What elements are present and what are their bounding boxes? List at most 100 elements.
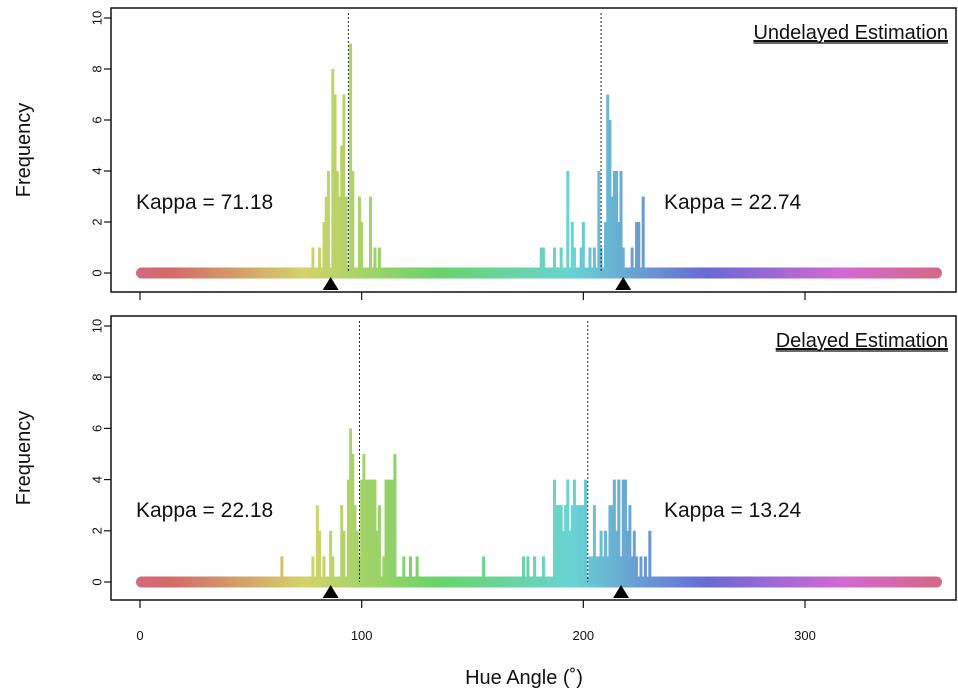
histogram-bar [377,505,381,582]
x-tick-label: 200 [572,628,594,643]
histogram-bar [391,479,395,582]
histogram-bar [635,222,639,273]
histogram-bar [588,556,592,582]
histogram-bar [581,505,585,582]
kappa-right-label: Kappa = 22.74 [664,191,802,214]
histogram-bar [375,530,379,582]
histogram-bar [351,171,355,273]
histogram-bar [579,247,583,273]
histogram-bar [628,505,632,582]
x-axis-title: Hue Angle (˚) [465,667,583,689]
histogram-bar [617,222,621,273]
y-axis-title: Frequency [13,103,35,198]
histogram-bar [559,505,563,582]
y-tick-label: 6 [90,425,105,432]
histogram-bar [561,530,565,582]
histogram-bar [588,247,592,273]
histogram-bar [553,247,557,273]
y-tick-label: 0 [90,269,105,276]
histogram-bar [597,171,601,273]
histogram-bar [557,505,561,582]
histogram-bar [579,505,583,582]
histogram-bar [541,556,545,582]
histogram-bar [559,247,563,273]
histogram-bar [570,505,574,582]
histogram-bar [575,505,579,582]
y-tick-label: 10 [90,11,105,25]
histogram-bar [577,505,581,582]
histogram-bar [592,505,596,582]
histogram-bar [608,505,612,582]
x-tick-label: 100 [351,628,373,643]
panel-title: Undelayed Estimation [753,22,948,44]
histogram-bar [351,454,355,582]
histogram-bar [632,530,636,582]
histogram-bar [592,247,596,273]
histogram-bar [621,247,625,273]
x-tick-label: 0 [136,628,143,643]
histogram-bar [340,145,344,273]
histogram-bar [637,222,641,273]
histogram-bar [357,196,361,273]
histogram-bar [635,556,639,582]
histogram-bar [539,247,543,273]
histogram-bar [333,94,337,273]
histogram-bar [621,479,625,582]
histogram-bar [597,556,601,582]
histogram-bar [610,196,614,273]
histogram-bar [612,171,616,273]
histogram-bar [572,247,576,273]
histogram-bar [533,556,537,582]
histogram-bar [360,479,364,582]
histogram-bar [311,247,315,273]
histogram-bar [572,479,576,582]
y-tick-label: 8 [90,65,105,72]
kappa-right-label: Kappa = 13.24 [664,499,802,522]
histogram-bar [362,454,366,582]
y-tick-label: 4 [90,476,105,483]
histogram-bar [315,505,319,582]
histogram-bar [393,454,397,582]
histogram-bar [384,479,388,582]
histogram-bar [482,556,486,582]
histogram-bar [566,479,570,582]
histogram-bar [615,530,619,582]
histogram-bar [601,556,605,582]
target-marker [615,277,632,290]
histogram-bar [373,479,377,582]
histogram-bar [555,505,559,582]
histogram-bar [606,556,610,582]
histogram-bar [349,43,353,273]
histogram-bar [612,479,616,582]
histogram-bar [402,556,406,582]
panel-2: 0 2 4 6 8 10 Frequency Delayed Estimation Kappa … [13,315,957,601]
histogram-bar [318,530,322,582]
y-tick-label: 6 [90,116,105,123]
y-axis-title: Frequency [13,411,35,506]
target-marker [613,585,630,598]
histogram-bar [338,196,341,273]
histogram-bar [382,556,386,582]
histogram-bar [606,94,610,273]
histogram-bar [630,247,634,273]
histogram-bar [619,171,623,273]
histogram-bar [322,556,326,582]
plot-frame [110,7,957,293]
kappa-left-label: Kappa = 22.18 [136,499,273,522]
histogram-bar [615,171,619,273]
histogram-bar [570,222,574,273]
histogram-bar [324,196,328,273]
kappa-left-label: Kappa = 71.18 [136,191,273,214]
histogram-bar [599,530,603,582]
histogram-bar [553,479,557,582]
histogram-bar [335,171,339,273]
histogram-bar [322,222,326,273]
histogram-bar [626,530,630,582]
histogram-bar [595,556,599,582]
histogram-bar [369,479,373,582]
histogram-bar [619,556,623,582]
histogram-bar [386,479,390,582]
histogram-bar [408,556,412,582]
histogram-bar [608,120,612,273]
